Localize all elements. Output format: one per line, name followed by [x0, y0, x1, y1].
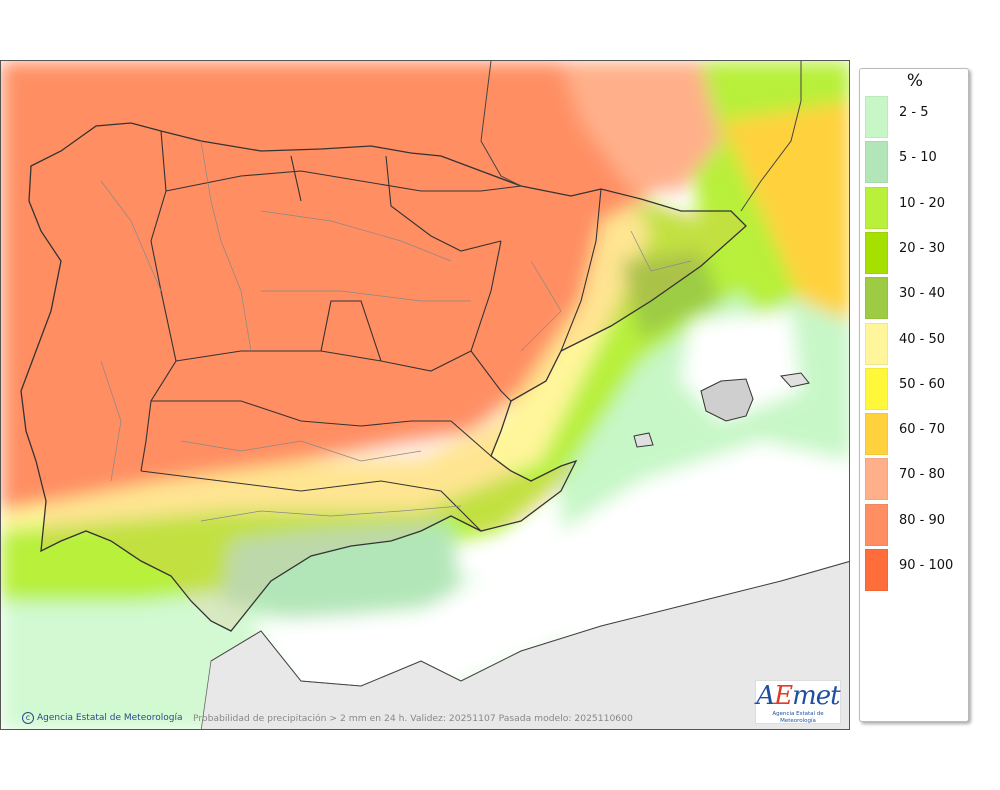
legend-label: 20 - 30 — [899, 240, 946, 256]
copyright-notice[interactable]: c Agencia Estatal de Meteorología — [22, 712, 183, 724]
copyright-icon: c — [22, 712, 34, 724]
legend-swatch — [865, 277, 888, 320]
legend-label: 2 - 5 — [899, 105, 929, 120]
legend-swatch — [865, 96, 888, 138]
legend-swatch — [865, 231, 888, 274]
legend-item: 5 - 10 — [863, 139, 967, 184]
legend-swatch — [865, 458, 888, 501]
legend-item: 50 - 60 — [863, 366, 967, 410]
copyright-text: Agencia Estatal de Meteorología — [37, 713, 183, 723]
legend-label: 60 - 70 — [899, 422, 946, 438]
legend-item: 10 - 20 — [863, 185, 967, 229]
aemet-logo-subtext: Agencia Estatal de Meteorología — [772, 711, 824, 724]
province-borders — [100, 140, 692, 522]
legend-panel: % 2 - 5 5 - 10 10 - 20 20 - 30 30 - 40 40 - 5… — [859, 68, 969, 722]
aemet-logo[interactable]: AEmet Agencia Estatal de Meteorología — [755, 680, 841, 724]
legend-swatch — [865, 141, 888, 184]
legend-item: 20 - 30 — [863, 230, 967, 274]
legend-swatch — [865, 549, 888, 591]
legend-title: % — [906, 71, 924, 91]
legend-swatch — [865, 186, 888, 229]
legend-item: 40 - 50 — [863, 321, 967, 365]
menorca — [780, 372, 810, 388]
legend-item: 30 - 40 — [863, 275, 967, 320]
legend-swatch — [865, 503, 888, 546]
legend-label: 80 - 90 — [899, 512, 946, 528]
legend-swatch — [865, 322, 888, 365]
map-caption: Probabilidad de precipitación > 2 mm en … — [193, 713, 633, 724]
map-canvas — [1, 61, 849, 729]
region-borders — [140, 130, 602, 532]
aemet-logo-mark: AEmet — [756, 681, 840, 711]
legend-label: 40 - 50 — [899, 331, 946, 347]
legend-item: 90 - 100 — [863, 547, 967, 591]
legend-item: 2 - 5 — [863, 94, 967, 138]
legend-item: 70 - 80 — [863, 456, 967, 501]
legend-label: 30 - 40 — [899, 286, 946, 302]
legend-item: 80 - 90 — [863, 502, 967, 546]
legend-label: 90 - 100 — [899, 558, 954, 573]
legend-swatch — [865, 367, 888, 410]
mallorca — [700, 378, 754, 422]
legend-swatch — [865, 413, 888, 456]
ibiza — [633, 432, 654, 448]
iberia-coastline — [20, 122, 747, 632]
legend-item: 60 - 70 — [863, 411, 967, 456]
forecast-map — [0, 60, 850, 730]
legend-label: 70 - 80 — [899, 467, 946, 483]
legend-label: 50 - 60 — [899, 376, 946, 392]
legend-label: 5 - 10 — [899, 150, 937, 166]
legend-label: 10 - 20 — [899, 195, 946, 211]
